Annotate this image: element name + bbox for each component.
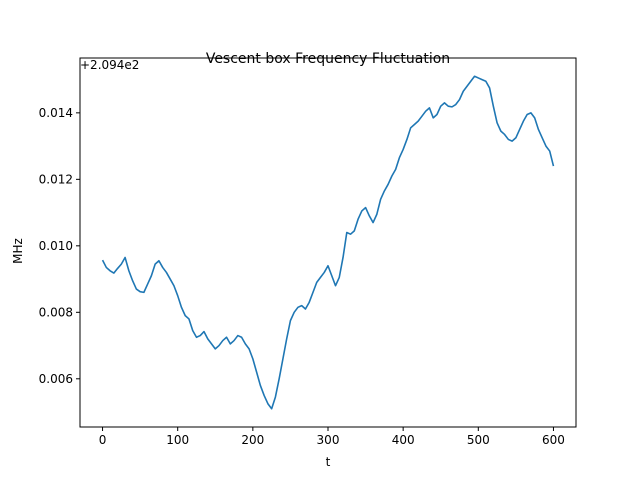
x-tick-label: 600 (542, 433, 565, 447)
y-axis-label: MHz (11, 238, 25, 264)
y-tick-label: 0.014 (39, 106, 73, 120)
x-tick-label: 0 (99, 433, 107, 447)
plot-layer (101, 75, 555, 410)
y-tick-label: 0.012 (39, 172, 73, 186)
x-axis-label: t (326, 455, 331, 469)
y-axis-offset-text: +2.094e2 (80, 58, 139, 72)
x-tick-label: 100 (166, 433, 189, 447)
series-line-0 (101, 75, 555, 410)
x-tick-label: 500 (467, 433, 490, 447)
y-tick-label: 0.006 (39, 372, 73, 386)
chart-title: Vescent box Frequency Fluctuation (206, 51, 450, 67)
x-tick-label: 300 (317, 433, 340, 447)
y-tick-label: 0.010 (39, 239, 73, 253)
x-tick-label: 400 (392, 433, 415, 447)
y-tick-label: 0.008 (39, 305, 73, 319)
x-tick-label: 200 (241, 433, 264, 447)
y-axis: 0.006 0.008 0.010 0.012 0.014 (39, 106, 80, 386)
x-axis: 0 100 200 300 400 500 600 (99, 427, 565, 447)
